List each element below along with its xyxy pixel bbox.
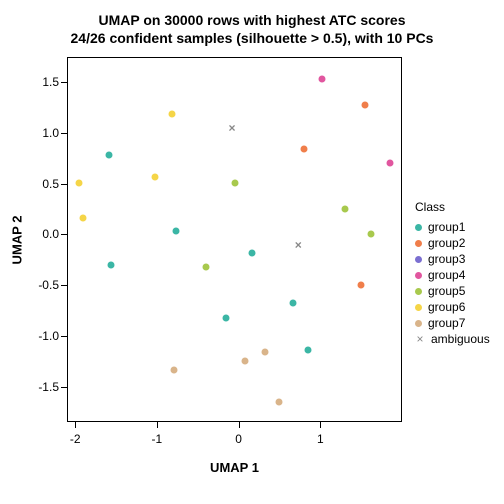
- legend-label: group2: [428, 236, 465, 250]
- legend-label: group6: [428, 300, 465, 314]
- y-tick: [61, 387, 67, 388]
- legend-label: group4: [428, 268, 465, 282]
- data-point: [168, 110, 175, 117]
- legend-dot-icon: [415, 224, 422, 231]
- plot-area: [67, 57, 402, 422]
- legend-dot-icon: [415, 272, 422, 279]
- y-tick-label: -1.0: [33, 329, 59, 343]
- legend-label: group1: [428, 220, 465, 234]
- legend-dot-icon: [415, 288, 422, 295]
- data-point: [318, 76, 325, 83]
- legend-label: group5: [428, 284, 465, 298]
- data-point: [341, 206, 348, 213]
- y-axis-label: UMAP 2: [10, 215, 25, 264]
- x-tick: [157, 422, 158, 428]
- x-tick-label: 1: [317, 432, 324, 446]
- chart-title-line1: UMAP on 30000 rows with highest ATC scor…: [0, 12, 504, 28]
- data-point: [305, 347, 312, 354]
- data-point: [171, 367, 178, 374]
- x-tick-label: -1: [152, 432, 163, 446]
- legend-dot-icon: [415, 320, 422, 327]
- y-tick: [61, 234, 67, 235]
- data-point: [108, 261, 115, 268]
- y-tick-label: -1.5: [33, 380, 59, 394]
- x-tick: [75, 422, 76, 428]
- y-tick: [61, 133, 67, 134]
- legend-label: group3: [428, 252, 465, 266]
- data-point: [249, 249, 256, 256]
- legend-title: Class: [415, 200, 490, 214]
- legend-cross-icon: ×: [415, 333, 425, 345]
- x-tick-label: -2: [70, 432, 81, 446]
- legend-item: group4: [415, 268, 490, 282]
- data-point: [362, 101, 369, 108]
- data-point-ambiguous: ×: [229, 122, 236, 134]
- legend-item: group3: [415, 252, 490, 266]
- data-point: [76, 179, 83, 186]
- data-point: [80, 215, 87, 222]
- data-point: [106, 152, 113, 159]
- legend-item: group5: [415, 284, 490, 298]
- data-point: [232, 179, 239, 186]
- y-tick-label: -0.5: [33, 278, 59, 292]
- x-tick: [239, 422, 240, 428]
- data-point: [242, 358, 249, 365]
- data-point: [261, 349, 268, 356]
- x-tick: [320, 422, 321, 428]
- y-tick-label: 0.0: [33, 227, 59, 241]
- legend-item: group6: [415, 300, 490, 314]
- umap-scatter-chart: UMAP on 30000 rows with highest ATC scor…: [0, 0, 504, 504]
- data-point-ambiguous: ×: [295, 239, 302, 251]
- data-point: [222, 314, 229, 321]
- x-axis-label: UMAP 1: [210, 460, 259, 475]
- x-tick-label: 0: [235, 432, 242, 446]
- data-point: [358, 282, 365, 289]
- y-tick-label: 1.5: [33, 75, 59, 89]
- legend-item: × ambiguous: [415, 332, 490, 346]
- y-tick: [61, 285, 67, 286]
- legend-dot-icon: [415, 240, 422, 247]
- data-point: [290, 300, 297, 307]
- chart-title-line2: 24/26 confident samples (silhouette > 0.…: [0, 30, 504, 46]
- y-tick: [61, 184, 67, 185]
- y-tick: [61, 82, 67, 83]
- data-point: [276, 398, 283, 405]
- y-tick: [61, 336, 67, 337]
- legend-label: ambiguous: [431, 332, 490, 346]
- data-point: [172, 228, 179, 235]
- data-point: [300, 146, 307, 153]
- data-point: [202, 263, 209, 270]
- legend-label: group7: [428, 316, 465, 330]
- data-point: [152, 173, 159, 180]
- legend-item: group7: [415, 316, 490, 330]
- y-tick-label: 1.0: [33, 126, 59, 140]
- legend-dot-icon: [415, 304, 422, 311]
- data-point: [367, 231, 374, 238]
- legend-dot-icon: [415, 256, 422, 263]
- y-tick-label: 0.5: [33, 177, 59, 191]
- legend-item: group2: [415, 236, 490, 250]
- legend: Class group1 group2 group3 group4 group5 grou…: [415, 200, 490, 348]
- legend-item: group1: [415, 220, 490, 234]
- data-point: [386, 160, 393, 167]
